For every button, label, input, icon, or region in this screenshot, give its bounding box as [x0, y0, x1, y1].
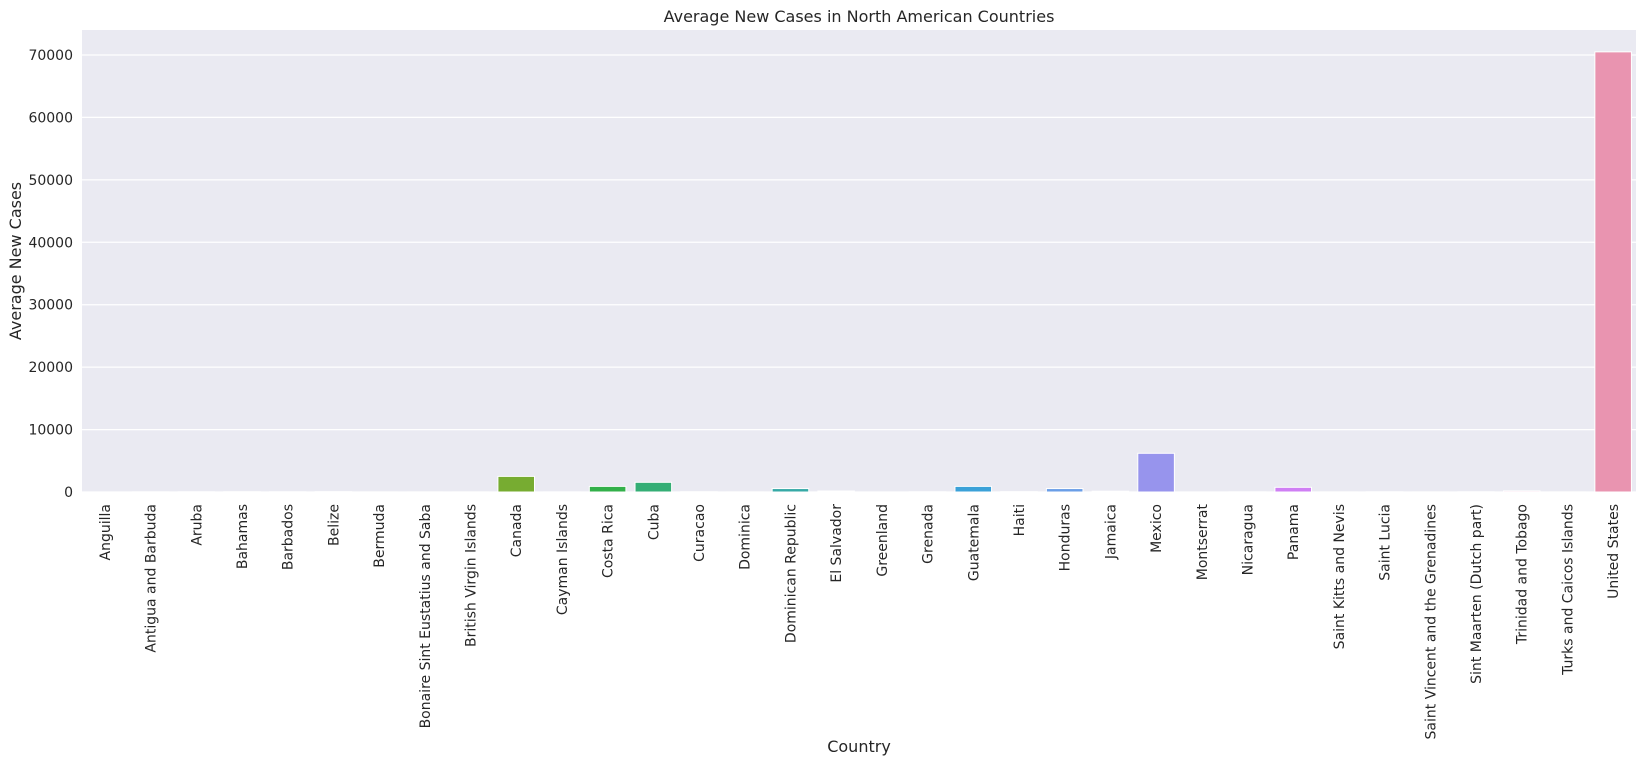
x-axis-label: Country: [827, 737, 891, 756]
y-tick-label: 20000: [28, 360, 73, 376]
x-tick-labels: Anguilla Antigua and Barbuda Aruba Bahamas B…: [98, 503, 1622, 739]
x-tick-label: Bermuda: [372, 504, 388, 568]
bar-cuba: [634, 481, 673, 493]
x-tick-label: Sint Maarten (Dutch part): [1469, 504, 1485, 684]
y-tick-labels: 0 10000 20000 30000 40000 50000 60000 70000: [28, 48, 73, 501]
y-tick-label: 60000: [28, 110, 73, 126]
y-axis-label: Average New Cases: [6, 182, 25, 340]
bar-canada: [497, 475, 535, 493]
bar-trinidad-and-tobago: [1502, 490, 1541, 493]
chart-title: Average New Cases in North American Coun…: [664, 7, 1055, 26]
bar-costa-rica: [588, 485, 627, 493]
y-tick-label: 0: [64, 485, 73, 501]
y-tick-label: 40000: [28, 235, 73, 251]
x-tick-label: Saint Lucia: [1378, 504, 1394, 581]
bar-honduras: [1045, 488, 1084, 493]
x-tick-label: Bahamas: [235, 504, 251, 569]
x-tick-label: United States: [1606, 504, 1622, 599]
x-tick-label: Montserrat: [1195, 503, 1211, 580]
x-tick-label: Saint Vincent and the Grenadines: [1423, 504, 1439, 739]
x-tick-label: Costa Rica: [601, 504, 617, 578]
bar-panama: [1274, 486, 1312, 493]
x-tick-label: Trinidad and Tobago: [1515, 504, 1531, 645]
bar-dominican-republic: [771, 488, 810, 493]
x-tick-label: Cayman Islands: [555, 504, 571, 615]
x-tick-label: Aruba: [189, 504, 205, 546]
x-tick-label: Grenada: [921, 504, 937, 564]
bar-united-states: [1594, 51, 1632, 493]
x-tick-label: Turks and Caicos Islands: [1560, 504, 1576, 676]
x-tick-label: British Virgin Islands: [464, 504, 480, 647]
x-tick-label: Barbados: [281, 504, 297, 570]
x-tick-label: Curacao: [692, 504, 708, 562]
x-tick-label: Dominican Republic: [783, 504, 799, 643]
x-tick-label: Guatemala: [966, 504, 982, 581]
bar-el-salvador: [817, 490, 855, 493]
x-tick-label: Bonaire Sint Eustatius and Saba: [418, 504, 434, 728]
x-tick-label: Dominica: [738, 504, 754, 570]
plot-background: [82, 30, 1636, 492]
x-tick-label: Anguilla: [98, 504, 114, 560]
x-tick-label: Antigua and Barbuda: [144, 504, 160, 653]
y-tick-label: 10000: [28, 423, 73, 439]
x-tick-label: Nicaragua: [1241, 504, 1257, 575]
x-tick-label: Belize: [326, 504, 342, 546]
bar-jamaica: [1091, 490, 1130, 493]
x-tick-label: El Salvador: [829, 504, 845, 583]
bar-guatemala: [954, 485, 993, 493]
y-tick-label: 30000: [28, 298, 73, 314]
y-tick-label: 50000: [28, 173, 73, 189]
x-tick-label: Saint Kitts and Nevis: [1332, 504, 1348, 649]
x-tick-label: Honduras: [1058, 504, 1074, 571]
x-tick-label: Jamaica: [1103, 504, 1119, 560]
x-tick-label: Panama: [1286, 504, 1302, 560]
bar-mexico: [1137, 452, 1175, 493]
grid-lines: [82, 54, 1636, 493]
x-tick-label: Mexico: [1149, 504, 1165, 553]
bars: [86, 51, 1632, 493]
x-tick-label: Haiti: [1012, 504, 1028, 536]
x-tick-label: Cuba: [646, 504, 662, 540]
x-tick-label: Greenland: [875, 504, 891, 577]
y-tick-label: 70000: [28, 48, 73, 64]
x-tick-label: Canada: [509, 504, 525, 557]
